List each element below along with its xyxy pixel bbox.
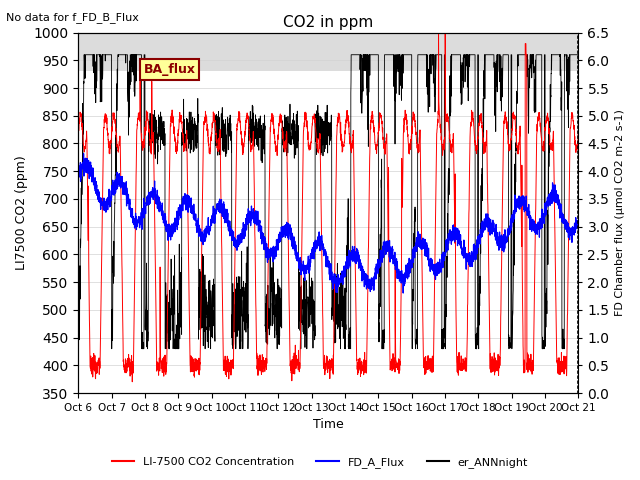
Y-axis label: LI7500 CO2 (ppm): LI7500 CO2 (ppm) [15,156,28,270]
Title: CO2 in ppm: CO2 in ppm [284,15,374,30]
Legend: LI-7500 CO2 Concentration, FD_A_Flux, er_ANNnight: LI-7500 CO2 Concentration, FD_A_Flux, er… [108,452,532,472]
X-axis label: Time: Time [313,419,344,432]
Bar [79,33,579,72]
Text: BA_flux: BA_flux [143,63,195,76]
Text: No data for f_FD_B_Flux: No data for f_FD_B_Flux [6,12,140,23]
Y-axis label: FD Chamber flux (μmol CO2 m-2 s-1): FD Chamber flux (μmol CO2 m-2 s-1) [615,109,625,316]
